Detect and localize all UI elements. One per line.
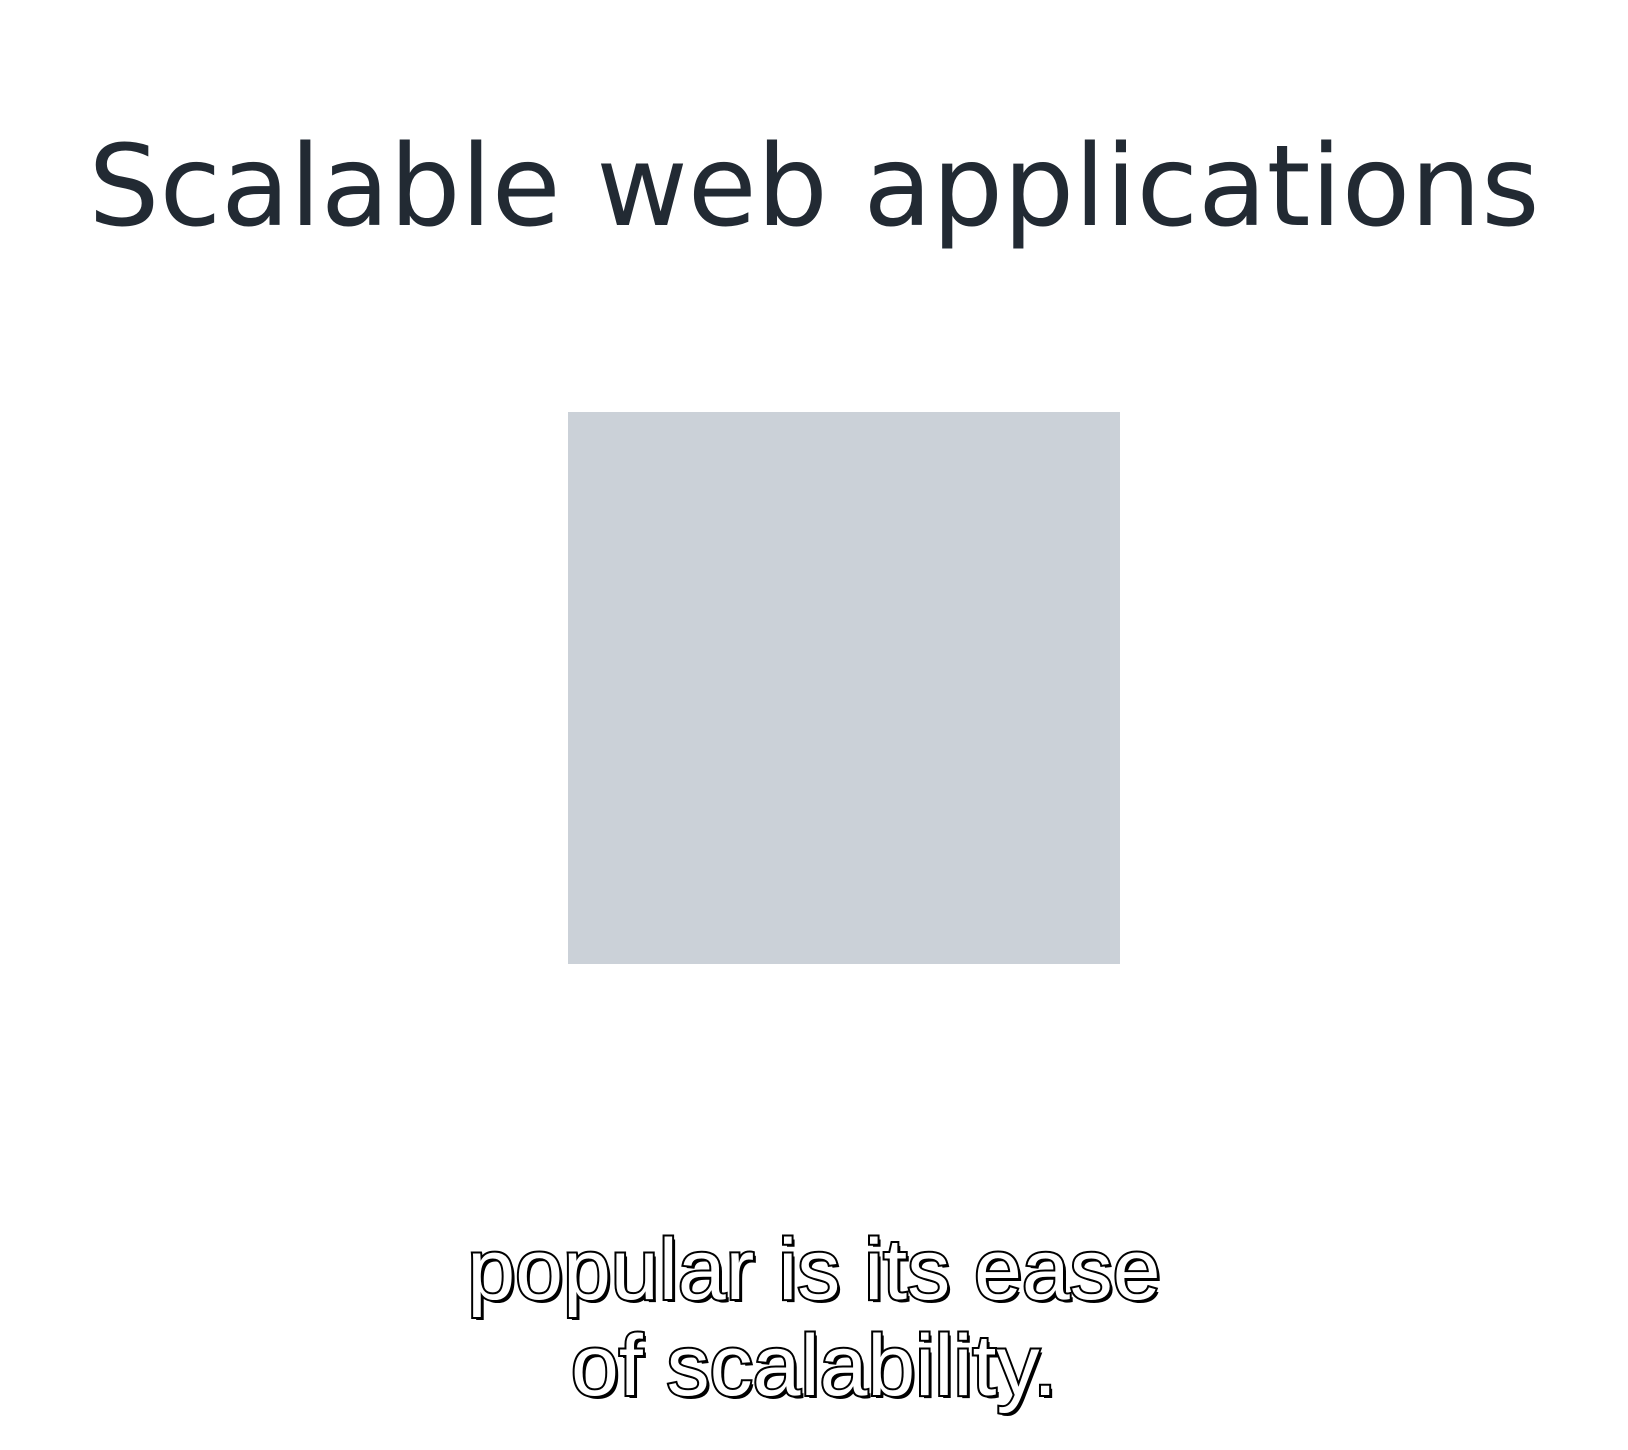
caption-line-2: of scalability. (569, 1316, 1059, 1416)
slide-title: Scalable web applications (88, 122, 1540, 252)
image-placeholder (568, 412, 1120, 964)
subtitle-caption: popular is its ease of scalability. (0, 1220, 1628, 1416)
caption-line-1: popular is its ease (465, 1220, 1162, 1320)
